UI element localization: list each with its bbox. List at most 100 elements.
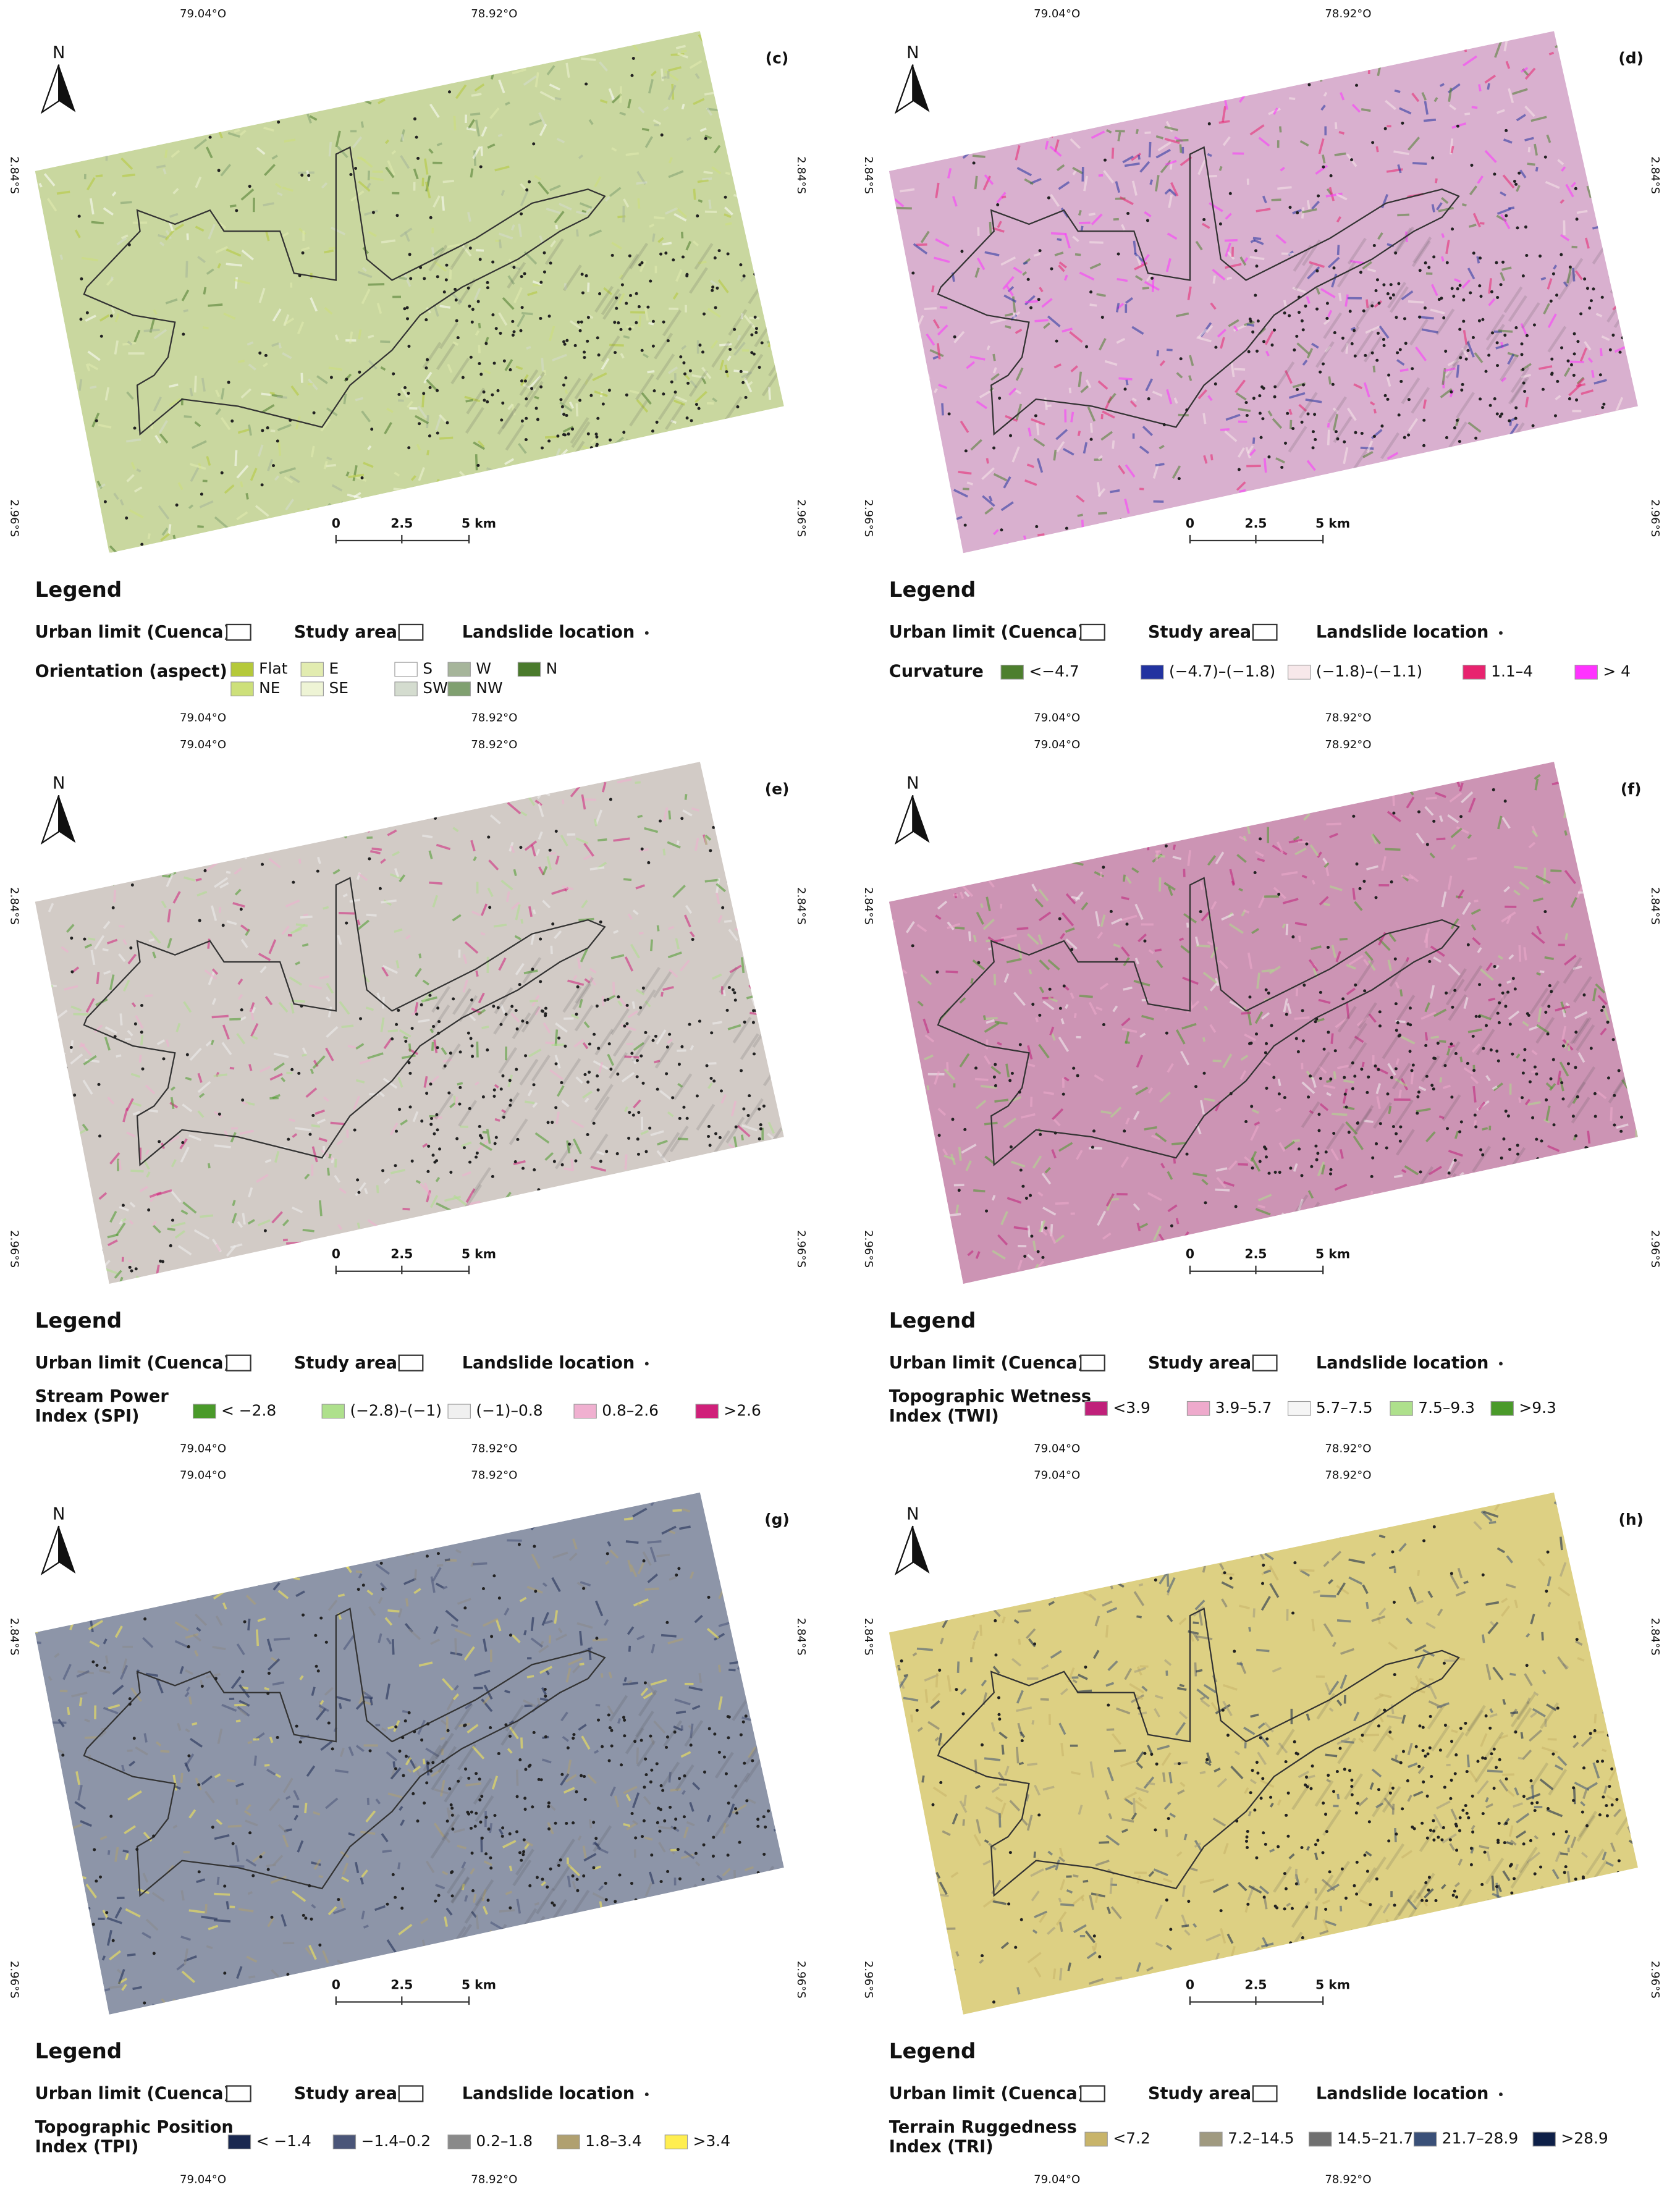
landslide-point bbox=[1375, 278, 1379, 282]
terrain-texture bbox=[479, 1142, 492, 1152]
terrain-texture bbox=[995, 836, 1009, 845]
terrain-texture bbox=[82, 256, 99, 262]
landslide-point bbox=[698, 343, 702, 347]
terrain-texture bbox=[555, 1111, 560, 1124]
terrain-texture bbox=[500, 1004, 506, 1014]
landslide-point bbox=[471, 1055, 475, 1058]
map-area bbox=[889, 762, 1639, 1284]
landslide-point bbox=[1264, 988, 1268, 992]
terrain-texture bbox=[1037, 533, 1045, 537]
ridge-shade bbox=[1485, 314, 1505, 341]
terrain-texture bbox=[272, 308, 282, 322]
terrain-texture bbox=[1099, 338, 1107, 351]
landslide-point bbox=[1474, 457, 1477, 460]
terrain-texture bbox=[78, 379, 83, 391]
terrain-texture bbox=[255, 523, 268, 528]
terrain-texture bbox=[997, 1234, 1008, 1246]
landslide-point bbox=[1370, 351, 1374, 355]
terrain-texture bbox=[335, 130, 341, 148]
terrain-texture bbox=[95, 174, 103, 178]
terrain-texture bbox=[110, 762, 119, 765]
landslide-point bbox=[586, 1133, 589, 1137]
landslide-point bbox=[515, 1027, 519, 1031]
terrain-texture bbox=[663, 807, 669, 822]
terrain-texture bbox=[972, 154, 986, 158]
terrain-texture bbox=[1343, 447, 1349, 465]
landslide-point bbox=[487, 835, 491, 839]
landslide-point bbox=[422, 392, 426, 395]
terrain-texture bbox=[418, 1019, 430, 1023]
terrain-texture bbox=[733, 342, 746, 356]
terrain-texture bbox=[198, 1093, 205, 1098]
terrain-texture bbox=[693, 1229, 699, 1236]
terrain-texture bbox=[753, 1200, 763, 1206]
ridge-shade bbox=[465, 407, 484, 434]
landslide-point bbox=[217, 1112, 221, 1116]
terrain-texture bbox=[1024, 178, 1034, 185]
terrain-texture bbox=[1089, 52, 1102, 61]
terrain-texture bbox=[1011, 1160, 1026, 1168]
terrain-texture bbox=[1478, 84, 1482, 92]
terrain-texture bbox=[618, 293, 625, 305]
landslide-point bbox=[726, 252, 730, 256]
terrain-texture bbox=[970, 978, 974, 984]
terrain-texture bbox=[161, 900, 167, 909]
landslide-point bbox=[644, 1030, 648, 1034]
terrain-texture bbox=[1337, 1064, 1349, 1069]
terrain-texture bbox=[356, 762, 363, 767]
legend-swatch bbox=[398, 623, 424, 641]
terrain-texture bbox=[1379, 36, 1392, 43]
terrain-texture bbox=[743, 183, 748, 187]
terrain-texture bbox=[1280, 32, 1291, 37]
terrain-texture bbox=[934, 1071, 940, 1085]
terrain-texture bbox=[226, 1245, 237, 1257]
terrain-texture bbox=[341, 1024, 354, 1029]
terrain-texture bbox=[1467, 268, 1475, 280]
terrain-texture bbox=[1450, 827, 1463, 838]
legend-item: Study area bbox=[294, 1354, 397, 1373]
terrain-texture bbox=[114, 1270, 122, 1279]
terrain-texture bbox=[455, 1271, 459, 1284]
terrain-texture bbox=[507, 275, 515, 285]
ridge-shade bbox=[590, 1096, 610, 1123]
terrain-texture bbox=[717, 279, 729, 293]
terrain-texture bbox=[355, 397, 364, 402]
terrain-texture bbox=[415, 415, 429, 424]
terrain-texture bbox=[1593, 475, 1602, 486]
terrain-texture bbox=[1342, 1089, 1348, 1104]
terrain-texture bbox=[1339, 938, 1348, 941]
landslide-point bbox=[639, 1006, 643, 1009]
terrain-texture bbox=[358, 872, 368, 882]
terrain-texture bbox=[1233, 1231, 1238, 1239]
terrain-texture bbox=[1637, 444, 1639, 454]
terrain-texture bbox=[1632, 408, 1637, 418]
landslide-point bbox=[711, 289, 714, 292]
terrain-texture bbox=[282, 352, 292, 360]
terrain-texture bbox=[1129, 400, 1138, 408]
terrain-texture bbox=[1311, 1209, 1317, 1215]
terrain-texture bbox=[1636, 201, 1639, 216]
terrain-texture bbox=[564, 389, 568, 394]
terrain-texture bbox=[532, 481, 538, 492]
landslide-point bbox=[469, 355, 473, 359]
map-panel: 79.04°O 78.92°O79.04°O 78.92°O2.84°S 2.84°S… bbox=[8, 738, 808, 1456]
terrain-texture bbox=[436, 843, 451, 851]
landslide-point bbox=[1471, 335, 1475, 339]
terrain-texture bbox=[452, 827, 459, 833]
terrain-texture bbox=[982, 495, 995, 507]
legend-swatch bbox=[573, 1404, 597, 1419]
terrain-texture bbox=[1209, 1278, 1223, 1283]
landslide-point bbox=[1495, 341, 1499, 345]
terrain-texture bbox=[766, 1190, 777, 1202]
terrain-texture bbox=[353, 1095, 361, 1110]
terrain-texture bbox=[504, 359, 513, 371]
legend-swatch bbox=[1499, 631, 1503, 635]
terrain-texture bbox=[911, 1119, 924, 1124]
terrain-texture bbox=[1615, 397, 1624, 413]
terrain-texture bbox=[691, 807, 699, 812]
terrain-texture bbox=[116, 1054, 122, 1058]
terrain-texture bbox=[1176, 138, 1189, 142]
terrain-texture bbox=[1393, 1174, 1403, 1178]
landslide-point bbox=[617, 321, 620, 324]
terrain-texture bbox=[1574, 788, 1589, 796]
